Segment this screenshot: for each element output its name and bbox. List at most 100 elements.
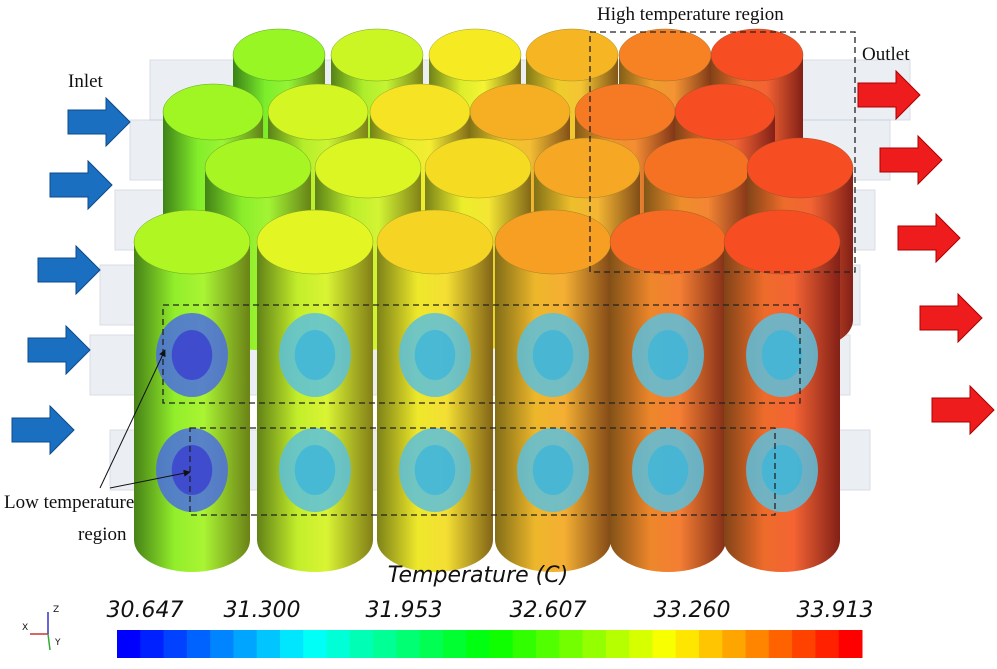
cool-zone [294,445,336,495]
annotation: Inlet [68,71,104,92]
colorbar-tick-label: 30.647 [107,598,184,623]
flow-arrow [919,292,983,344]
annotation: Low temperature [4,492,134,513]
axis-triad: Z X Y [22,605,61,651]
cell-top [533,137,641,199]
flow-arrow [67,96,131,148]
cell-body [377,242,493,572]
colorbar-swatch [512,630,537,658]
cool-zone [532,445,574,495]
cell-body [257,242,373,572]
cell-top [618,28,712,82]
cool-zone [761,445,803,495]
colorbar-swatch [326,630,351,658]
cool-zone [414,445,456,495]
cell-top [204,137,312,199]
flow-arrow [857,69,921,121]
cell-body [134,242,250,572]
flow-arrow [37,244,101,296]
cell-top [232,28,326,82]
colorbar-swatch [768,630,793,658]
cool-zone [294,330,336,380]
cool-zone [171,445,213,495]
high-temp-box [589,31,856,273]
axis-label: Z [53,605,59,615]
colorbar-swatch [233,630,258,658]
annotation: region [78,524,127,545]
cell-top [424,137,532,199]
cell-top [723,209,841,275]
cell-top [469,83,571,141]
cool-zone [414,330,456,380]
colorbar-swatch [629,630,653,658]
colorbar-swatch [303,630,328,658]
colorbar-tick-label: 33.913 [797,598,874,623]
colorbar-swatch [466,630,490,658]
flow-arrow [931,384,995,436]
colorbar-swatch [652,630,677,658]
cell-top [162,83,264,141]
colorbar-tick-label: 32.607 [510,598,587,623]
cool-zone [171,330,213,380]
colorbar-swatch [140,630,165,658]
cell-body [724,242,840,572]
colorbar-swatch [349,630,374,658]
colorbar-swatch [559,630,584,658]
colorbar-tick-label: 31.953 [366,598,443,623]
cell-top [376,209,494,275]
flow-arrow [11,404,75,456]
colorbar-swatch [605,630,630,658]
colorbar-swatch [745,630,770,658]
colorbar-swatch [163,630,188,658]
colorbar-swatch [675,630,700,658]
colorbar-title: Temperature (C) [388,563,568,588]
axis-label: Y [54,638,61,648]
cell-top [314,137,422,199]
cell-top [525,28,619,82]
cell-top [428,28,522,82]
colorbar-swatch [279,630,304,658]
colorbar-swatch [373,630,397,658]
colorbar-swatch [256,630,281,658]
colorbar-swatch [536,630,560,658]
cell-top [494,209,612,275]
flow-arrows [11,69,995,456]
colorbar-tick-label: 31.300 [224,598,301,623]
colorbar-swatch [186,630,211,658]
flow-arrow [879,134,943,186]
colorbar-swatch [117,630,141,658]
colorbar-swatch [815,630,840,658]
colorbar-tick-label: 33.260 [654,598,731,623]
cell-body [610,242,726,572]
annotation: Outlet [862,44,910,65]
colorbar-swatch [210,630,234,658]
cell-top [643,137,751,199]
colorbar: 30.647 31.300 31.953 32.607 33.260 33.913 [107,598,874,658]
pointer [109,469,191,489]
flow-arrow [27,324,91,376]
cell-top [674,83,776,141]
colorbar-swatch [699,630,723,658]
cell-top [369,83,471,141]
cool-zone [647,330,689,380]
flow-arrow [49,159,113,211]
colorbar-swatch [442,630,467,658]
axis-label: X [22,623,28,633]
colorbar-swatch [489,630,514,658]
colorbar-swatch [792,630,816,658]
colorbar-swatch [722,630,747,658]
cell-top [746,137,854,199]
pointer [99,349,166,489]
cell-top [133,209,251,275]
colorbar-swatch [582,630,607,658]
flow-arrow [897,212,961,264]
annotation: High temperature region [597,4,784,25]
cell-body [495,242,611,572]
cool-zone [647,445,689,495]
colorbar-swatch [419,630,444,658]
colorbar-swatch [838,630,863,658]
cool-zone [761,330,803,380]
cell-top [609,209,727,275]
cell-top [710,28,804,82]
